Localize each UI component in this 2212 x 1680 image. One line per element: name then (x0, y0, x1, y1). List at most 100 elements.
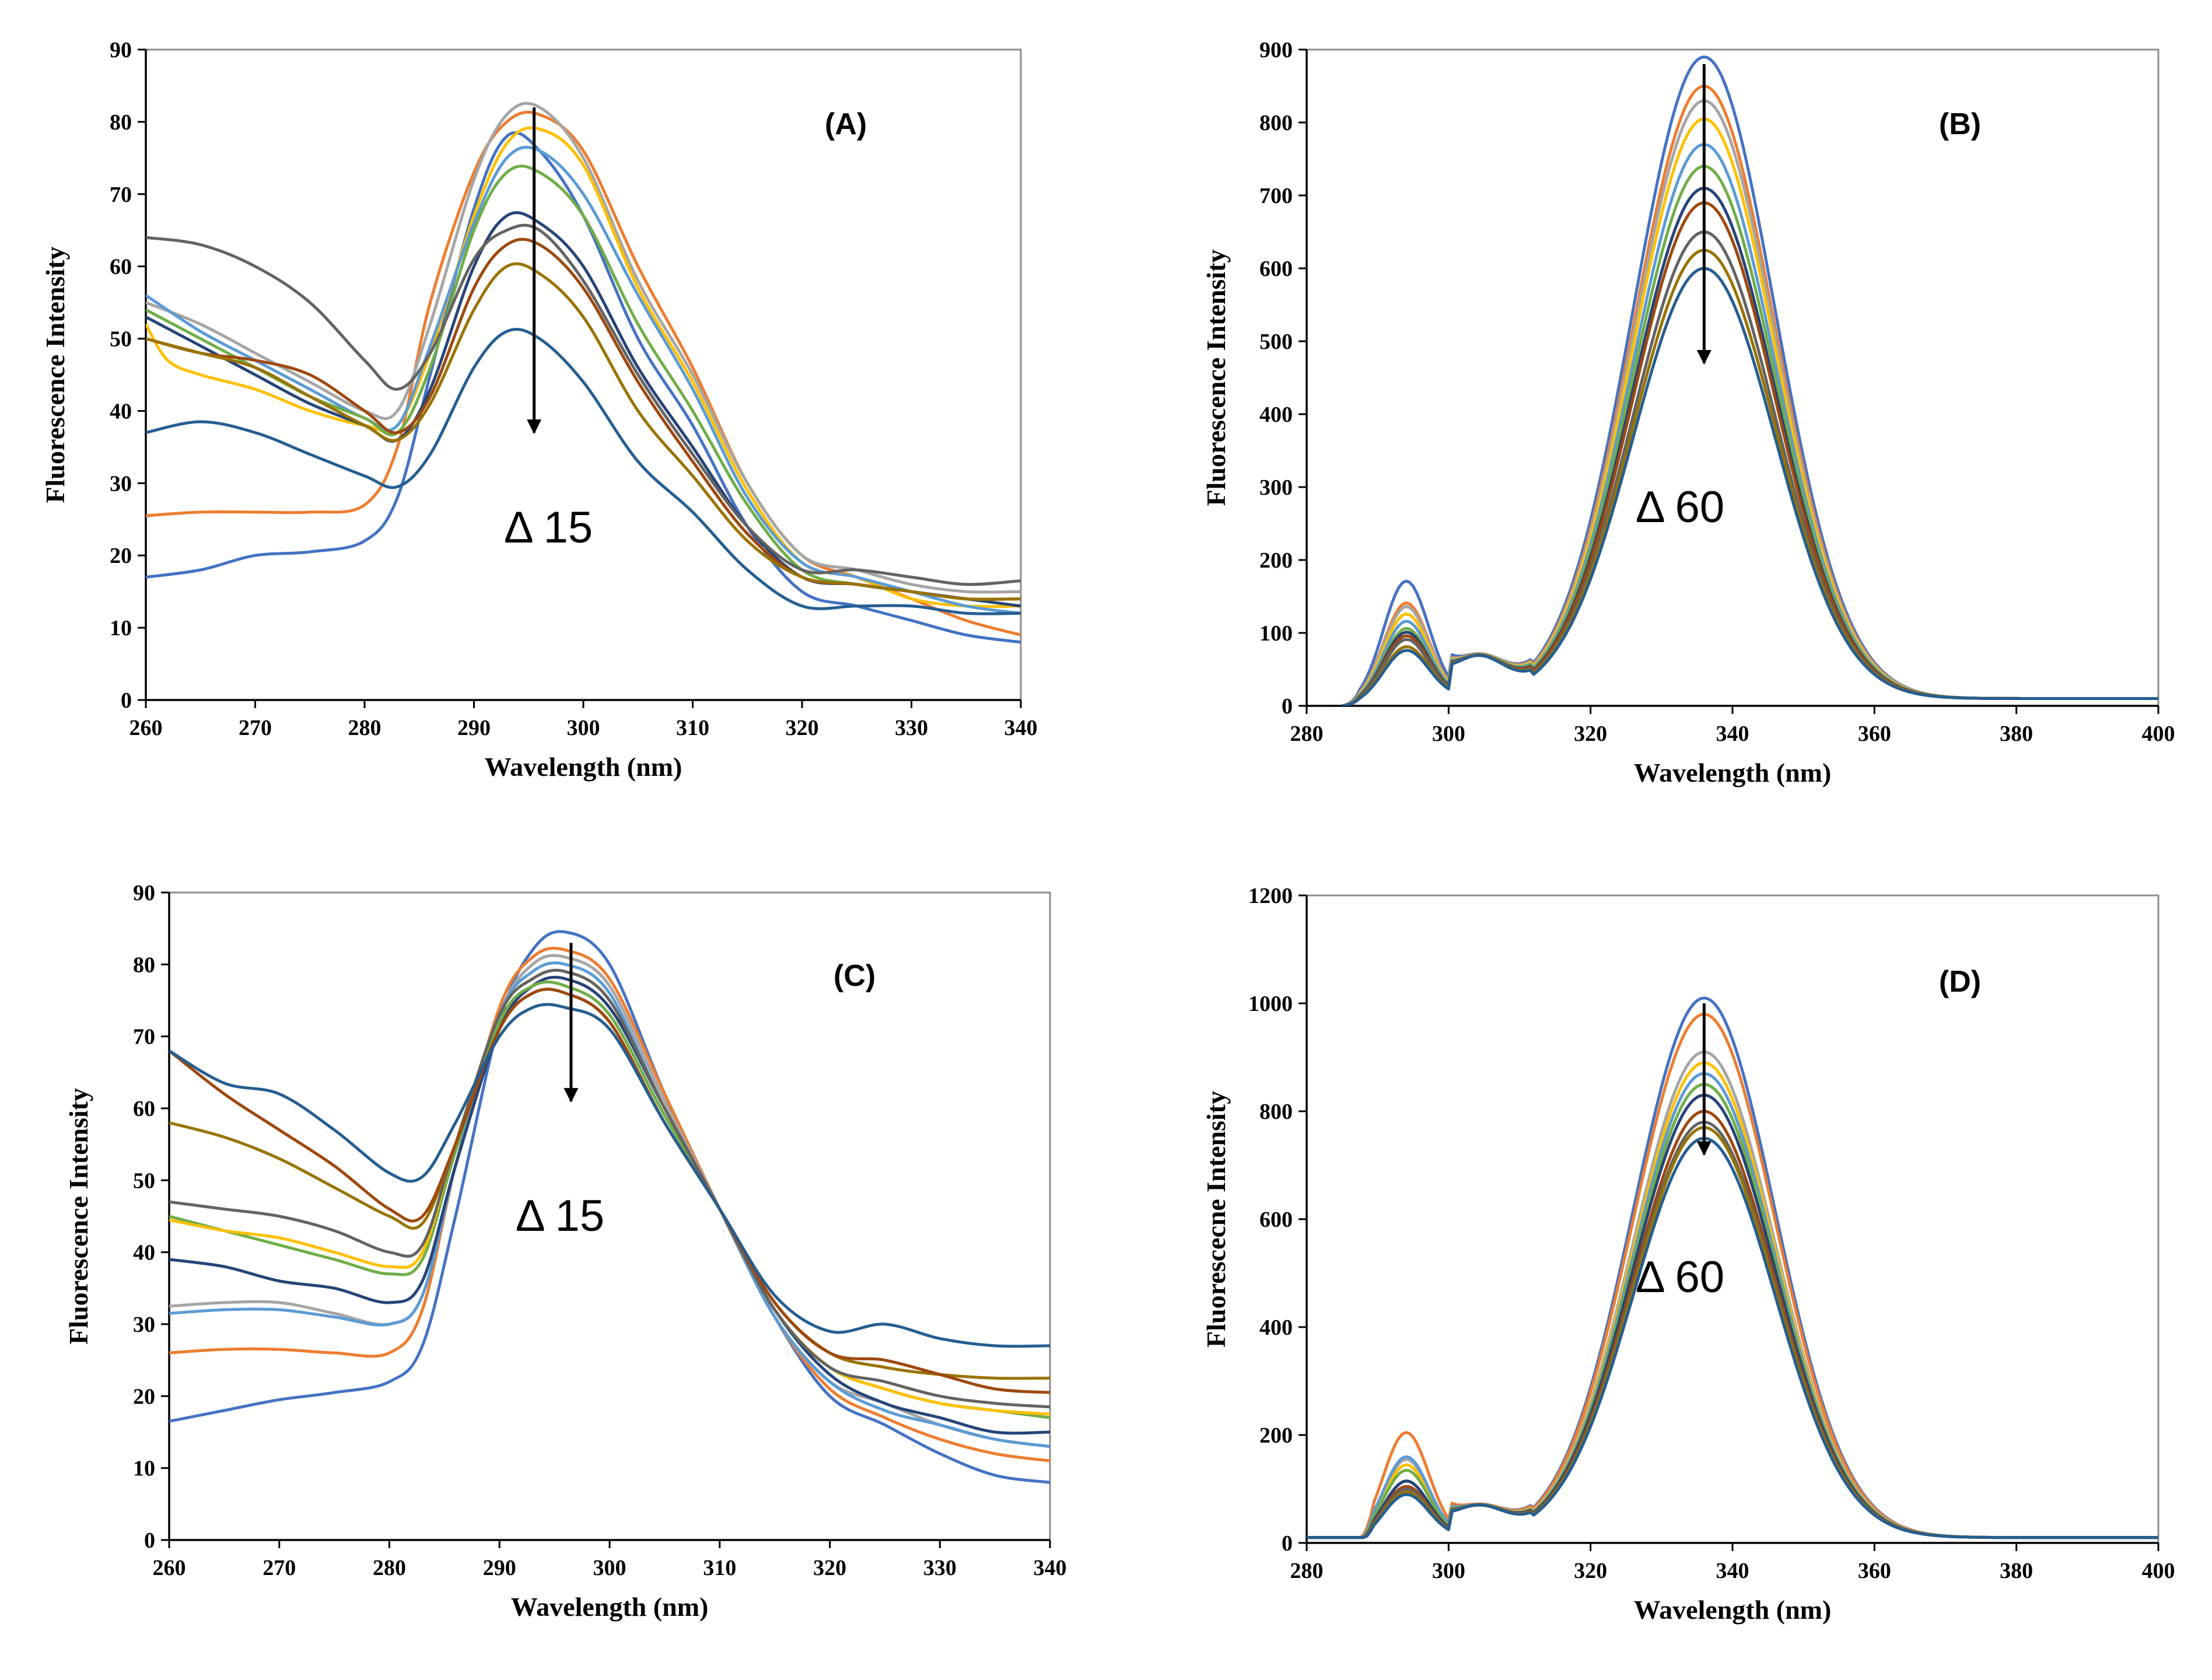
chart-panel-d: 0 200 400 600 800 1000 1200 280 300 320 340 360 380 4… (1201, 884, 2175, 1625)
series-group (1342, 55, 2158, 706)
series-line-s1 (1342, 55, 2158, 706)
y-tick-label: 300 (1259, 475, 1293, 500)
series-line-s6 (169, 980, 1050, 1419)
y-tick-label: 800 (1259, 111, 1293, 135)
y-tick-label: 30 (110, 471, 132, 496)
series-line-s11 (1342, 267, 2158, 706)
series-line-s5 (146, 145, 1021, 615)
series-line-s2 (169, 947, 1050, 1462)
y-tick-label: 100 (1259, 621, 1293, 646)
series-line-s3 (1307, 1050, 2158, 1539)
chart-panel-c: 0 10 20 30 40 50 60 70 80 90 260 270 280 290 300 310 320… (64, 881, 1067, 1622)
series-line-s4 (1307, 1061, 2158, 1539)
series-line-s3 (146, 102, 1021, 594)
series-group (146, 102, 1021, 644)
x-tick-label: 320 (1574, 722, 1607, 746)
y-tick-label: 1000 (1248, 992, 1293, 1016)
series-line-s10 (146, 262, 1021, 601)
x-axis-title: Wavelength (nm) (1634, 1595, 1832, 1625)
x-tick-label: 270 (262, 1556, 296, 1580)
y-tick-label: 40 (133, 1241, 155, 1265)
chart-panel-b: 0 100 200 300 400 500 600 700 800 900 280 300 320 340… (1201, 38, 2175, 788)
y-tick-label: 800 (1259, 1100, 1293, 1124)
series-line-s5 (169, 975, 1050, 1435)
x-tick-label: 260 (130, 716, 163, 740)
series-line-s10 (169, 988, 1050, 1394)
y-tick-label: 200 (1259, 548, 1293, 573)
plot-area (1306, 894, 2160, 1544)
x-tick-label: 280 (373, 1556, 406, 1580)
series-group (169, 930, 1050, 1484)
series-group (1307, 996, 2158, 1539)
series-line-s2 (146, 110, 1021, 636)
y-tick-label: 0 (1282, 1531, 1293, 1556)
x-tick-label: 340 (1034, 1556, 1067, 1580)
series-line-s3 (1342, 99, 2158, 706)
x-tick-label: 320 (786, 716, 819, 740)
series-line-s9 (1307, 1121, 2158, 1539)
x-tick-label: 340 (1005, 716, 1038, 740)
delta-annotation: Δ 15 (516, 1191, 604, 1241)
y-axis-title: Fluorescence Intensity (1201, 250, 1231, 506)
y-tick-label: 20 (133, 1384, 155, 1409)
plot-area (145, 48, 1022, 701)
x-tick-label: 360 (1858, 1559, 1891, 1583)
y-tick-label: 60 (110, 255, 132, 279)
x-tick-label: 260 (153, 1556, 186, 1580)
series-line-s8 (1307, 1110, 2158, 1539)
panel-label: (B) (1939, 107, 1981, 141)
y-tick-label: 80 (110, 110, 132, 135)
y-tick-label: 60 (133, 1097, 155, 1121)
x-tick-label: 320 (1574, 1559, 1607, 1583)
x-tick-label: 280 (1290, 1559, 1324, 1583)
x-tick-label: 330 (895, 716, 928, 740)
x-tick-label: 300 (593, 1556, 626, 1580)
panel-label: (D) (1939, 965, 1981, 999)
y-tick-label: 200 (1259, 1423, 1293, 1448)
y-tick-label: 10 (133, 1457, 155, 1481)
series-line-s8 (169, 968, 1050, 1409)
series-line-s1 (146, 131, 1021, 644)
x-tick-label: 320 (813, 1556, 846, 1580)
y-tick-label: 50 (110, 327, 132, 352)
y-tick-label: 80 (133, 953, 155, 977)
y-tick-label: 70 (133, 1025, 155, 1049)
x-tick-label: 380 (2000, 1559, 2033, 1583)
y-tick-label: 30 (133, 1312, 155, 1337)
y-tick-label: 10 (110, 616, 132, 640)
y-tick-label: 700 (1259, 184, 1293, 208)
delta-annotation: Δ 60 (1636, 1252, 1724, 1302)
series-line-s10 (1307, 1126, 2158, 1539)
x-axis-title: Wavelength (nm) (511, 1592, 709, 1622)
series-line-s11 (1307, 1136, 2158, 1539)
x-tick-label: 340 (1716, 722, 1749, 746)
series-line-s11 (146, 328, 1021, 615)
y-axis-title: Fluorescence Intensity (64, 1088, 93, 1345)
x-tick-label: 400 (2142, 722, 2175, 746)
x-tick-label: 280 (348, 716, 382, 740)
series-line-s7 (169, 968, 1050, 1416)
x-tick-label: 270 (239, 716, 272, 740)
y-tick-label: 90 (133, 881, 155, 905)
y-tick-label: 600 (1259, 1208, 1293, 1232)
y-tick-label: 20 (110, 544, 132, 568)
delta-annotation: Δ 15 (504, 503, 593, 552)
x-axis-title: Wavelength (nm) (485, 752, 682, 782)
y-tick-label: 0 (1282, 694, 1293, 719)
x-tick-label: 340 (1716, 1559, 1749, 1583)
x-tick-label: 380 (2000, 722, 2033, 746)
delta-annotation: Δ 60 (1636, 482, 1724, 532)
y-tick-label: 50 (133, 1168, 155, 1193)
y-tick-label: 90 (110, 38, 132, 62)
y-axis-title: Fluorescecne Intensity (1201, 1091, 1231, 1348)
x-tick-label: 300 (567, 716, 600, 740)
x-tick-label: 400 (2142, 1559, 2175, 1583)
panel-label: (A) (825, 107, 867, 141)
chart-panel-a: 0 10 20 30 40 50 60 70 80 90 260 270 280 290 300 310 320… (40, 38, 1038, 782)
series-line-s11 (169, 1003, 1050, 1348)
y-tick-label: 0 (144, 1528, 155, 1553)
x-tick-label: 290 (483, 1556, 516, 1580)
series-line-s8 (1342, 201, 2158, 706)
x-axis-title: Wavelength (nm) (1634, 758, 1832, 788)
